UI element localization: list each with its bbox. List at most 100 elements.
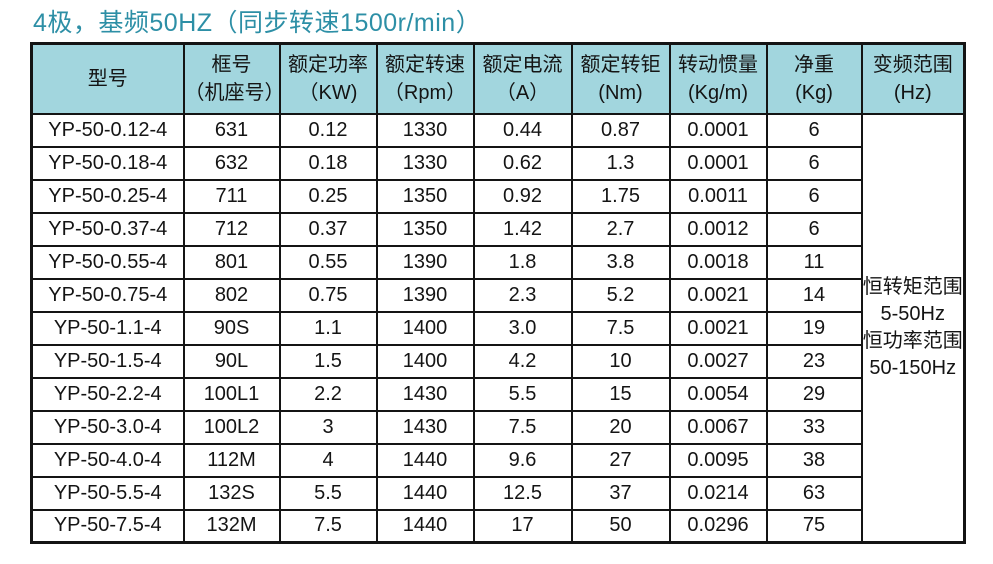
cell-value: 90L [182, 343, 281, 379]
table-row: YP-50-0.18-4 632 0.18 1330 0.62 1.3 0.0001 6 [30, 145, 965, 181]
cell-value: 3.8 [570, 244, 671, 280]
cell-value: 1390 [375, 277, 475, 313]
table-row: YP-50-0.37-4 712 0.37 1350 1.42 2.7 0.0012 6 [30, 211, 965, 247]
cell-value: 20 [570, 409, 671, 445]
cell-value: 90S [182, 310, 281, 346]
cell-value: 0.0001 [668, 145, 768, 181]
cell-value: 6 [765, 178, 863, 214]
cell-value: 17 [472, 508, 573, 544]
cell-value: 100L2 [182, 409, 281, 445]
header-rated-torque: 额定转钜 (Nm) [570, 42, 671, 115]
header-line: (Hz) [893, 81, 932, 104]
cell-model: YP-50-3.0-4 [30, 409, 185, 445]
cell-value: 0.0214 [668, 475, 768, 511]
cell-model: YP-50-0.18-4 [30, 145, 185, 181]
cell-value: 38 [765, 442, 863, 478]
cell-value: 1.3 [570, 145, 671, 181]
cell-value: 802 [182, 277, 281, 313]
table-row: YP-50-1.1-4 90S 1.1 1400 3.0 7.5 0.0021 19 [30, 310, 965, 346]
cell-value: 1440 [375, 475, 475, 511]
frequency-range-line: 恒转矩范围 [862, 275, 963, 298]
header-line: (Kg/m) [688, 81, 748, 104]
cell-model: YP-50-4.0-4 [30, 442, 185, 478]
cell-value: 1440 [375, 508, 475, 544]
cell-value: 1400 [375, 310, 475, 346]
frequency-range-line: 恒功率范围 [862, 329, 963, 352]
cell-value: 1350 [375, 211, 475, 247]
table-header: 型号 框号 （机座号） 额定功率 （KW) 额定转速 （Rpm） 额定电流 [30, 42, 966, 115]
cell-value: 0.25 [278, 178, 378, 214]
cell-value: 1440 [375, 442, 475, 478]
cell-value: 1430 [375, 376, 475, 412]
cell-model: YP-50-1.5-4 [30, 343, 185, 379]
cell-value: 37 [570, 475, 671, 511]
cell-value: 712 [182, 211, 281, 247]
cell-value: 132M [182, 508, 281, 544]
cell-value: 632 [182, 145, 281, 181]
cell-value: 0.92 [472, 178, 573, 214]
cell-value: 2.7 [570, 211, 671, 247]
header-line: 净重 [794, 53, 834, 76]
cell-model: YP-50-5.5-4 [30, 475, 185, 511]
cell-value: 9.6 [472, 442, 573, 478]
header-line: （机座号） [184, 81, 280, 104]
cell-value: 3.0 [472, 310, 573, 346]
cell-value: 0.37 [278, 211, 378, 247]
cell-value: 19 [765, 310, 863, 346]
cell-model: YP-50-0.37-4 [30, 211, 185, 247]
cell-value: 0.12 [278, 112, 378, 148]
header-model: 型号 [30, 42, 185, 115]
cell-value: 1.75 [570, 178, 671, 214]
header-line: （A） [495, 81, 550, 104]
header-net-weight: 净重 (Kg) [765, 42, 863, 115]
table-row: YP-50-0.12-4 631 0.12 1330 0.44 0.87 0.0001 6 恒转… [30, 112, 966, 544]
cell-model: YP-50-0.25-4 [30, 178, 185, 214]
cell-value: 0.0067 [668, 409, 768, 445]
cell-value: 0.0012 [668, 211, 768, 247]
page-title: 4极，基频50HZ（同步转速1500r/min） [33, 9, 482, 37]
cell-value: 14 [765, 277, 863, 313]
table-row: YP-50-0.55-4 801 0.55 1390 1.8 3.8 0.0018 11 [30, 244, 965, 280]
cell-value: 132S [182, 475, 281, 511]
cell-value: 12.5 [472, 475, 573, 511]
cell-value: 0.0054 [668, 376, 768, 412]
header-line: 转动惯量 [678, 53, 758, 76]
header-line: 额定功率 [288, 53, 368, 76]
cell-value: 0.0296 [668, 508, 768, 544]
cell-value: 50 [570, 508, 671, 544]
header-frame: 框号 （机座号） [182, 42, 281, 115]
table-row: YP-50-1.5-4 90L 1.5 1400 4.2 10 0.0027 23 [30, 343, 965, 379]
cell-value: 1330 [375, 112, 475, 148]
cell-value: 6 [765, 112, 863, 148]
motor-spec-table: 型号 框号 （机座号） 额定功率 （KW) 额定转速 （Rpm） 额定电流 [30, 42, 966, 544]
header-rated-power: 额定功率 （KW) [278, 42, 378, 115]
cell-value: 3 [278, 409, 378, 445]
cell-value: 0.55 [278, 244, 378, 280]
header-line: 额定转速 [385, 53, 465, 76]
cell-value: 1350 [375, 178, 475, 214]
frequency-range-line: 5-50Hz [880, 302, 945, 325]
cell-value: 100L1 [182, 376, 281, 412]
cell-value: 1.5 [278, 343, 378, 379]
cell-value: 7.5 [472, 409, 573, 445]
cell-value: 0.0027 [668, 343, 768, 379]
table-row: YP-50-4.0-4 112M 4 1440 9.6 27 0.0095 38 [30, 442, 965, 478]
cell-value: 1.42 [472, 211, 573, 247]
cell-value: 0.0011 [668, 178, 768, 214]
cell-model: YP-50-0.12-4 [30, 112, 185, 148]
cell-value: 0.44 [472, 112, 573, 148]
cell-value: 6 [765, 211, 863, 247]
table-row: YP-50-0.25-4 711 0.25 1350 0.92 1.75 0.0011 6 [30, 178, 965, 214]
table-row: YP-50-7.5-4 132M 7.5 1440 17 50 0.0296 75 [30, 508, 965, 544]
header-line: (Nm) [598, 81, 643, 104]
cell-model: YP-50-2.2-4 [30, 376, 185, 412]
header-line: （Rpm） [383, 81, 467, 104]
header-line: 额定电流 [482, 53, 563, 76]
cell-value: 1.8 [472, 244, 573, 280]
header-line: 额定转钜 [580, 53, 661, 76]
cell-value: 5.5 [472, 376, 573, 412]
header-line: （KW) [298, 81, 358, 104]
cell-value: 0.18 [278, 145, 378, 181]
cell-value: 7.5 [278, 508, 378, 544]
